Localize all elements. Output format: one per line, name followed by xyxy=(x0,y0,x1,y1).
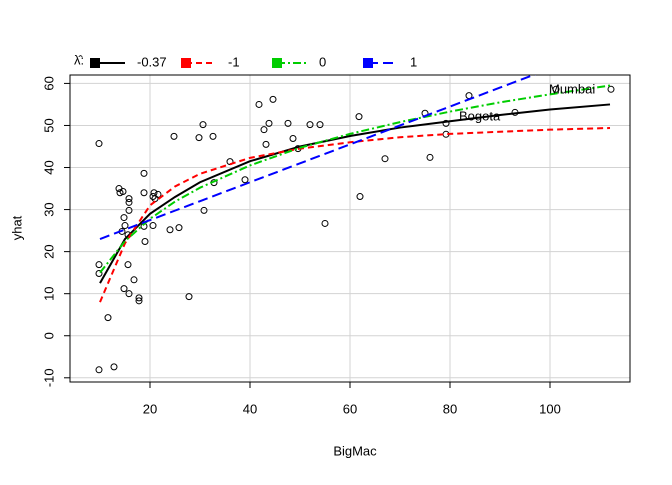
point xyxy=(209,132,217,140)
point xyxy=(135,294,143,302)
y-axis-label: yhat xyxy=(9,215,24,240)
point xyxy=(130,276,138,284)
point xyxy=(260,126,268,134)
legend-title: λ̂: xyxy=(74,52,84,67)
point xyxy=(265,119,273,127)
point xyxy=(269,95,277,103)
point xyxy=(356,193,364,201)
point xyxy=(284,119,292,127)
point xyxy=(166,226,174,234)
y-tick-label: 0 xyxy=(41,332,56,339)
point xyxy=(442,119,450,127)
point xyxy=(170,132,178,140)
legend-swatch xyxy=(363,58,373,68)
point xyxy=(199,121,207,129)
point xyxy=(426,153,434,161)
y-tick-label: 50 xyxy=(41,118,56,132)
point xyxy=(289,135,297,143)
legend-label: -1 xyxy=(228,54,240,69)
point xyxy=(140,169,148,177)
point xyxy=(552,85,560,93)
legend-label: -0.37 xyxy=(137,54,167,69)
point xyxy=(195,134,203,142)
point xyxy=(135,297,143,305)
point xyxy=(607,85,615,93)
point xyxy=(175,224,183,232)
point xyxy=(104,314,112,322)
curve xyxy=(99,75,537,240)
legend-swatch xyxy=(90,58,100,68)
point xyxy=(95,269,103,277)
y-tick-label: 40 xyxy=(41,160,56,174)
point xyxy=(95,366,103,374)
point xyxy=(115,185,123,193)
point xyxy=(125,198,133,206)
legend-label: 1 xyxy=(410,54,417,69)
y-tick-label: 60 xyxy=(41,76,56,90)
point xyxy=(125,206,133,214)
point xyxy=(262,140,270,148)
point xyxy=(241,176,249,184)
point xyxy=(149,222,157,230)
curve xyxy=(99,84,611,274)
x-axis-label: BigMac xyxy=(333,443,377,458)
point xyxy=(185,293,193,301)
point xyxy=(321,219,329,227)
x-tick-label: 80 xyxy=(443,401,457,416)
point xyxy=(200,206,208,214)
curve xyxy=(99,103,611,284)
point xyxy=(119,187,127,195)
plot-frame xyxy=(69,74,631,383)
y-tick-label: -10 xyxy=(41,368,56,387)
point xyxy=(124,261,132,269)
point xyxy=(316,121,324,129)
point xyxy=(110,363,118,371)
x-tick-label: 20 xyxy=(143,401,157,416)
point xyxy=(154,190,162,198)
point xyxy=(120,214,128,222)
legend-label: 0 xyxy=(319,54,326,69)
y-tick-label: 20 xyxy=(41,244,56,258)
curve xyxy=(99,126,611,303)
annotation: Bogota xyxy=(459,108,501,123)
point xyxy=(306,121,314,129)
point xyxy=(121,222,129,230)
x-tick-label: 100 xyxy=(539,401,561,416)
legend-swatch xyxy=(272,58,282,68)
point xyxy=(120,285,128,293)
point xyxy=(255,100,263,108)
y-tick-label: 10 xyxy=(41,286,56,300)
plot-area xyxy=(95,75,615,374)
x-tick-label: 60 xyxy=(343,401,357,416)
point xyxy=(355,113,363,121)
x-tick-label: 40 xyxy=(243,401,257,416)
point xyxy=(141,238,149,246)
point xyxy=(125,195,133,203)
point xyxy=(140,189,148,197)
point xyxy=(381,155,389,163)
point xyxy=(95,140,103,148)
point xyxy=(125,290,133,298)
point xyxy=(95,261,103,269)
annotation: Mumbai xyxy=(549,81,595,96)
y-tick-label: 30 xyxy=(41,202,56,216)
legend-swatch xyxy=(181,58,191,68)
